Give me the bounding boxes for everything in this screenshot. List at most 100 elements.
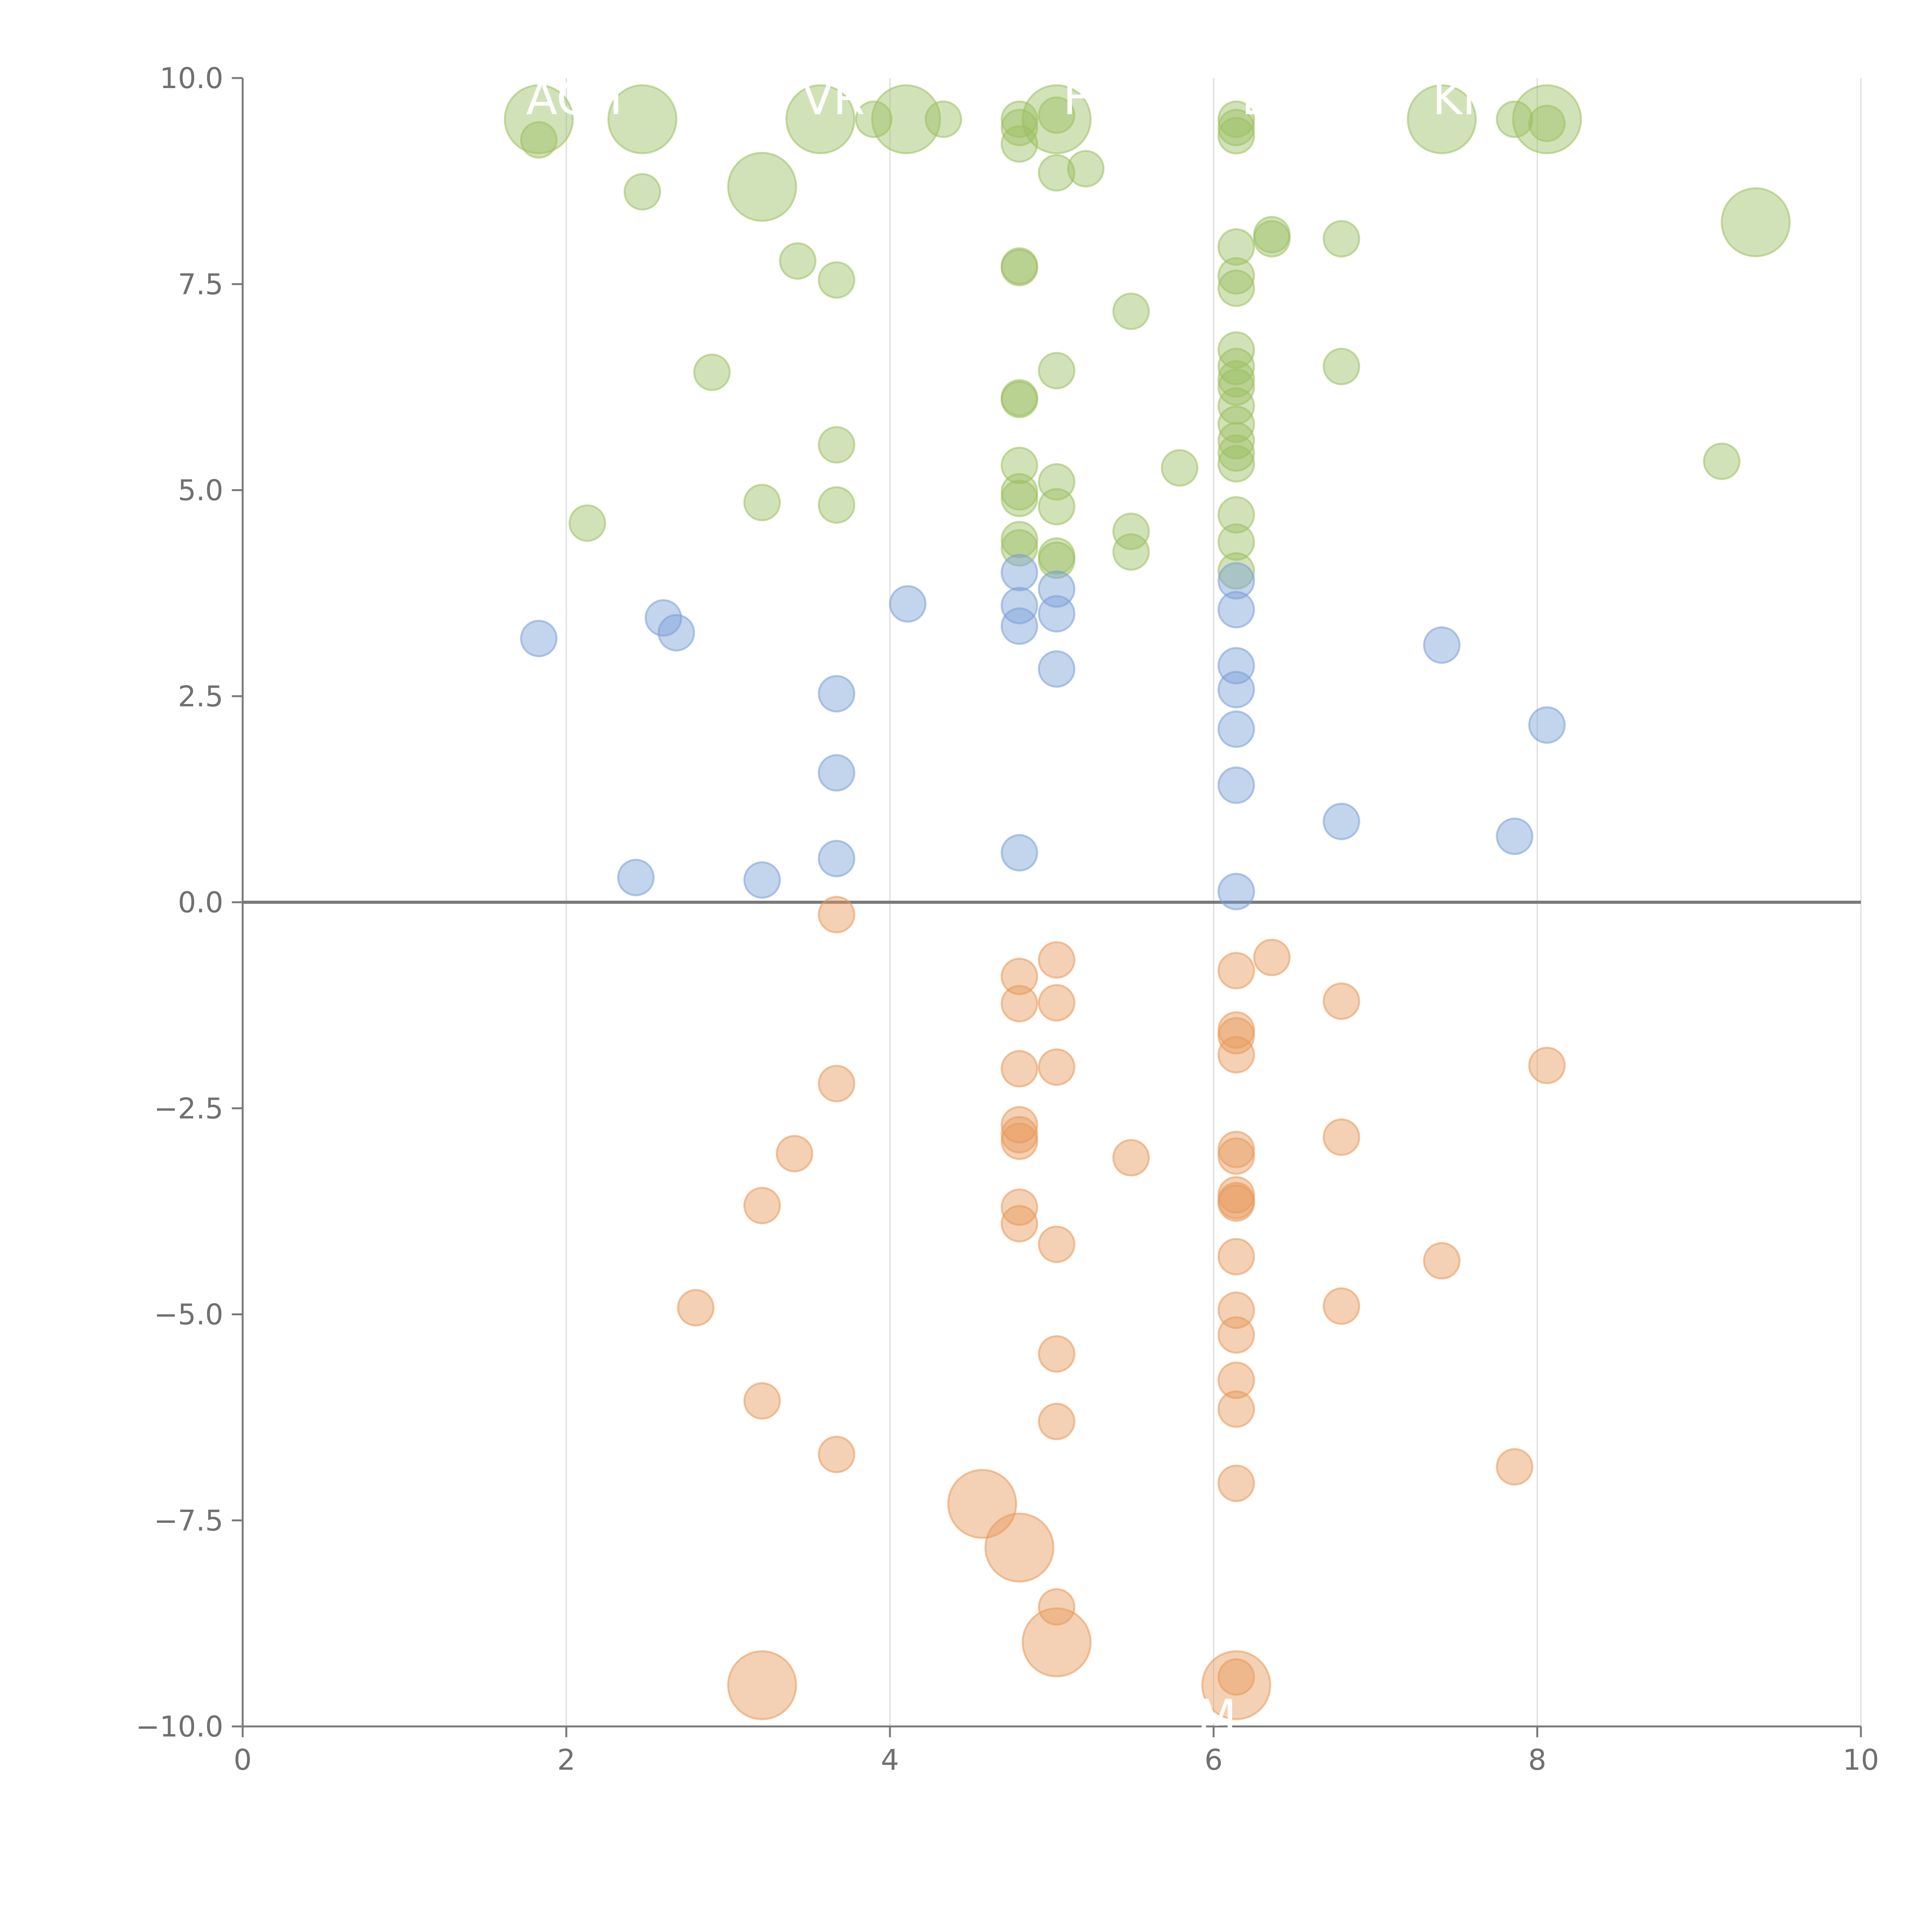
green-point-34 — [1721, 187, 1791, 257]
blue-point-0 — [520, 619, 558, 657]
orange-point-29 — [1038, 1225, 1076, 1263]
green-point-61 — [1038, 488, 1076, 526]
orange-point-40 — [1038, 1403, 1076, 1440]
y-tick-label-4: 0.0 — [178, 886, 223, 919]
green-point-29 — [1217, 257, 1255, 295]
blue-point-2 — [657, 614, 695, 652]
blue-point-6 — [1000, 607, 1038, 645]
green-point-67 — [1217, 523, 1255, 561]
green-point-37 — [1000, 379, 1038, 417]
x-tick-label-2: 4 — [881, 1743, 899, 1777]
orange-point-24 — [1323, 1118, 1361, 1156]
green-point-5 — [785, 84, 855, 155]
orange-point-0 — [818, 896, 855, 934]
blue-point-13 — [617, 859, 655, 896]
orange-point-20 — [1217, 1137, 1255, 1175]
orange-point-25 — [1528, 1046, 1566, 1084]
green-point-32 — [1253, 220, 1291, 258]
orange-point-34 — [1217, 1316, 1255, 1354]
green-point-14 — [1067, 150, 1105, 188]
green-point-3 — [623, 173, 661, 211]
orange-point-45 — [984, 1512, 1054, 1583]
green-point-65 — [1112, 533, 1150, 571]
blue-point-24 — [1423, 626, 1461, 664]
green-point-52 — [1161, 449, 1199, 487]
annotation-label-2: F — [1063, 71, 1089, 125]
green-point-19 — [1406, 84, 1477, 155]
blue-point-16 — [1217, 562, 1255, 600]
orange-point-48 — [727, 1650, 797, 1720]
orange-point-8 — [1217, 1017, 1255, 1055]
orange-point-13 — [1038, 1048, 1076, 1086]
annotation-label-5: M — [1197, 1689, 1236, 1743]
green-point-23 — [779, 242, 816, 280]
green-point-51 — [1000, 447, 1038, 485]
green-point-66 — [1217, 496, 1255, 534]
x-tick-label-0: 0 — [233, 1743, 252, 1777]
orange-point-32 — [677, 1289, 715, 1327]
green-point-49 — [1703, 442, 1741, 480]
green-point-40 — [1217, 348, 1255, 386]
y-tick-label-7: −7.5 — [154, 1504, 223, 1537]
orange-point-41 — [818, 1435, 855, 1473]
blue-point-14 — [743, 861, 781, 899]
blue-point-12 — [818, 840, 855, 878]
green-point-2 — [607, 84, 677, 155]
green-point-35 — [693, 353, 731, 391]
orange-point-42 — [1217, 1464, 1255, 1502]
green-point-48 — [1323, 348, 1361, 386]
green-point-38 — [1038, 352, 1076, 389]
green-point-27 — [1112, 293, 1150, 330]
blue-point-22 — [1217, 872, 1255, 910]
orange-point-46 — [1038, 1588, 1076, 1626]
orange-point-47 — [1022, 1607, 1092, 1677]
y-tick-label-2: 5.0 — [178, 474, 223, 507]
orange-point-49 — [1201, 1650, 1271, 1720]
orange-point-43 — [1496, 1448, 1534, 1486]
y-tick-label-8: −10.0 — [136, 1710, 223, 1743]
blue-point-3 — [889, 585, 927, 623]
green-point-63 — [1038, 541, 1076, 579]
blue-point-23 — [1323, 803, 1361, 840]
orange-point-4 — [1038, 984, 1076, 1022]
orange-point-23 — [1217, 1184, 1255, 1222]
orange-point-39 — [743, 1382, 781, 1420]
orange-point-5 — [1217, 952, 1255, 990]
blue-point-20 — [1217, 710, 1255, 748]
green-point-45 — [1217, 422, 1255, 460]
orange-point-37 — [1217, 1361, 1255, 1399]
orange-point-31 — [1423, 1242, 1461, 1280]
orange-point-14 — [1000, 1106, 1038, 1144]
blue-point-4 — [1000, 554, 1038, 592]
annotation-label-4: KN — [1432, 71, 1497, 125]
orange-point-30 — [1217, 1238, 1255, 1276]
green-point-13 — [1038, 154, 1076, 192]
orange-point-50 — [1217, 1658, 1255, 1696]
green-point-8 — [924, 100, 962, 138]
orange-point-2 — [1000, 985, 1038, 1022]
green-point-30 — [1217, 269, 1255, 307]
point-annotations: ACH VR F L KN M — [526, 71, 1497, 1743]
orange-point-18 — [1112, 1139, 1150, 1177]
blue-point-17 — [1217, 591, 1255, 629]
blue-point-10 — [818, 675, 855, 713]
green-point-64 — [1112, 512, 1150, 550]
annotation-label-3: L — [1242, 71, 1267, 125]
green-point-20 — [1496, 100, 1534, 138]
orange-point-27 — [1000, 1188, 1038, 1226]
green-point-12 — [1022, 84, 1092, 155]
y-tick-label-1: 7.5 — [178, 268, 223, 301]
green-point-54 — [568, 504, 606, 542]
green-point-58 — [1000, 480, 1038, 517]
green-point-42 — [1217, 368, 1255, 406]
data-points — [503, 84, 1791, 1720]
green-point-56 — [818, 486, 855, 524]
green-point-41 — [1217, 360, 1255, 398]
green-point-44 — [1217, 405, 1255, 443]
green-point-26 — [1000, 249, 1038, 287]
green-point-6 — [871, 84, 941, 155]
orange-point-3 — [1038, 941, 1076, 979]
orange-point-36 — [1038, 1335, 1076, 1373]
y-tick-label-3: 2.5 — [178, 680, 223, 713]
orange-point-35 — [1323, 1287, 1361, 1325]
